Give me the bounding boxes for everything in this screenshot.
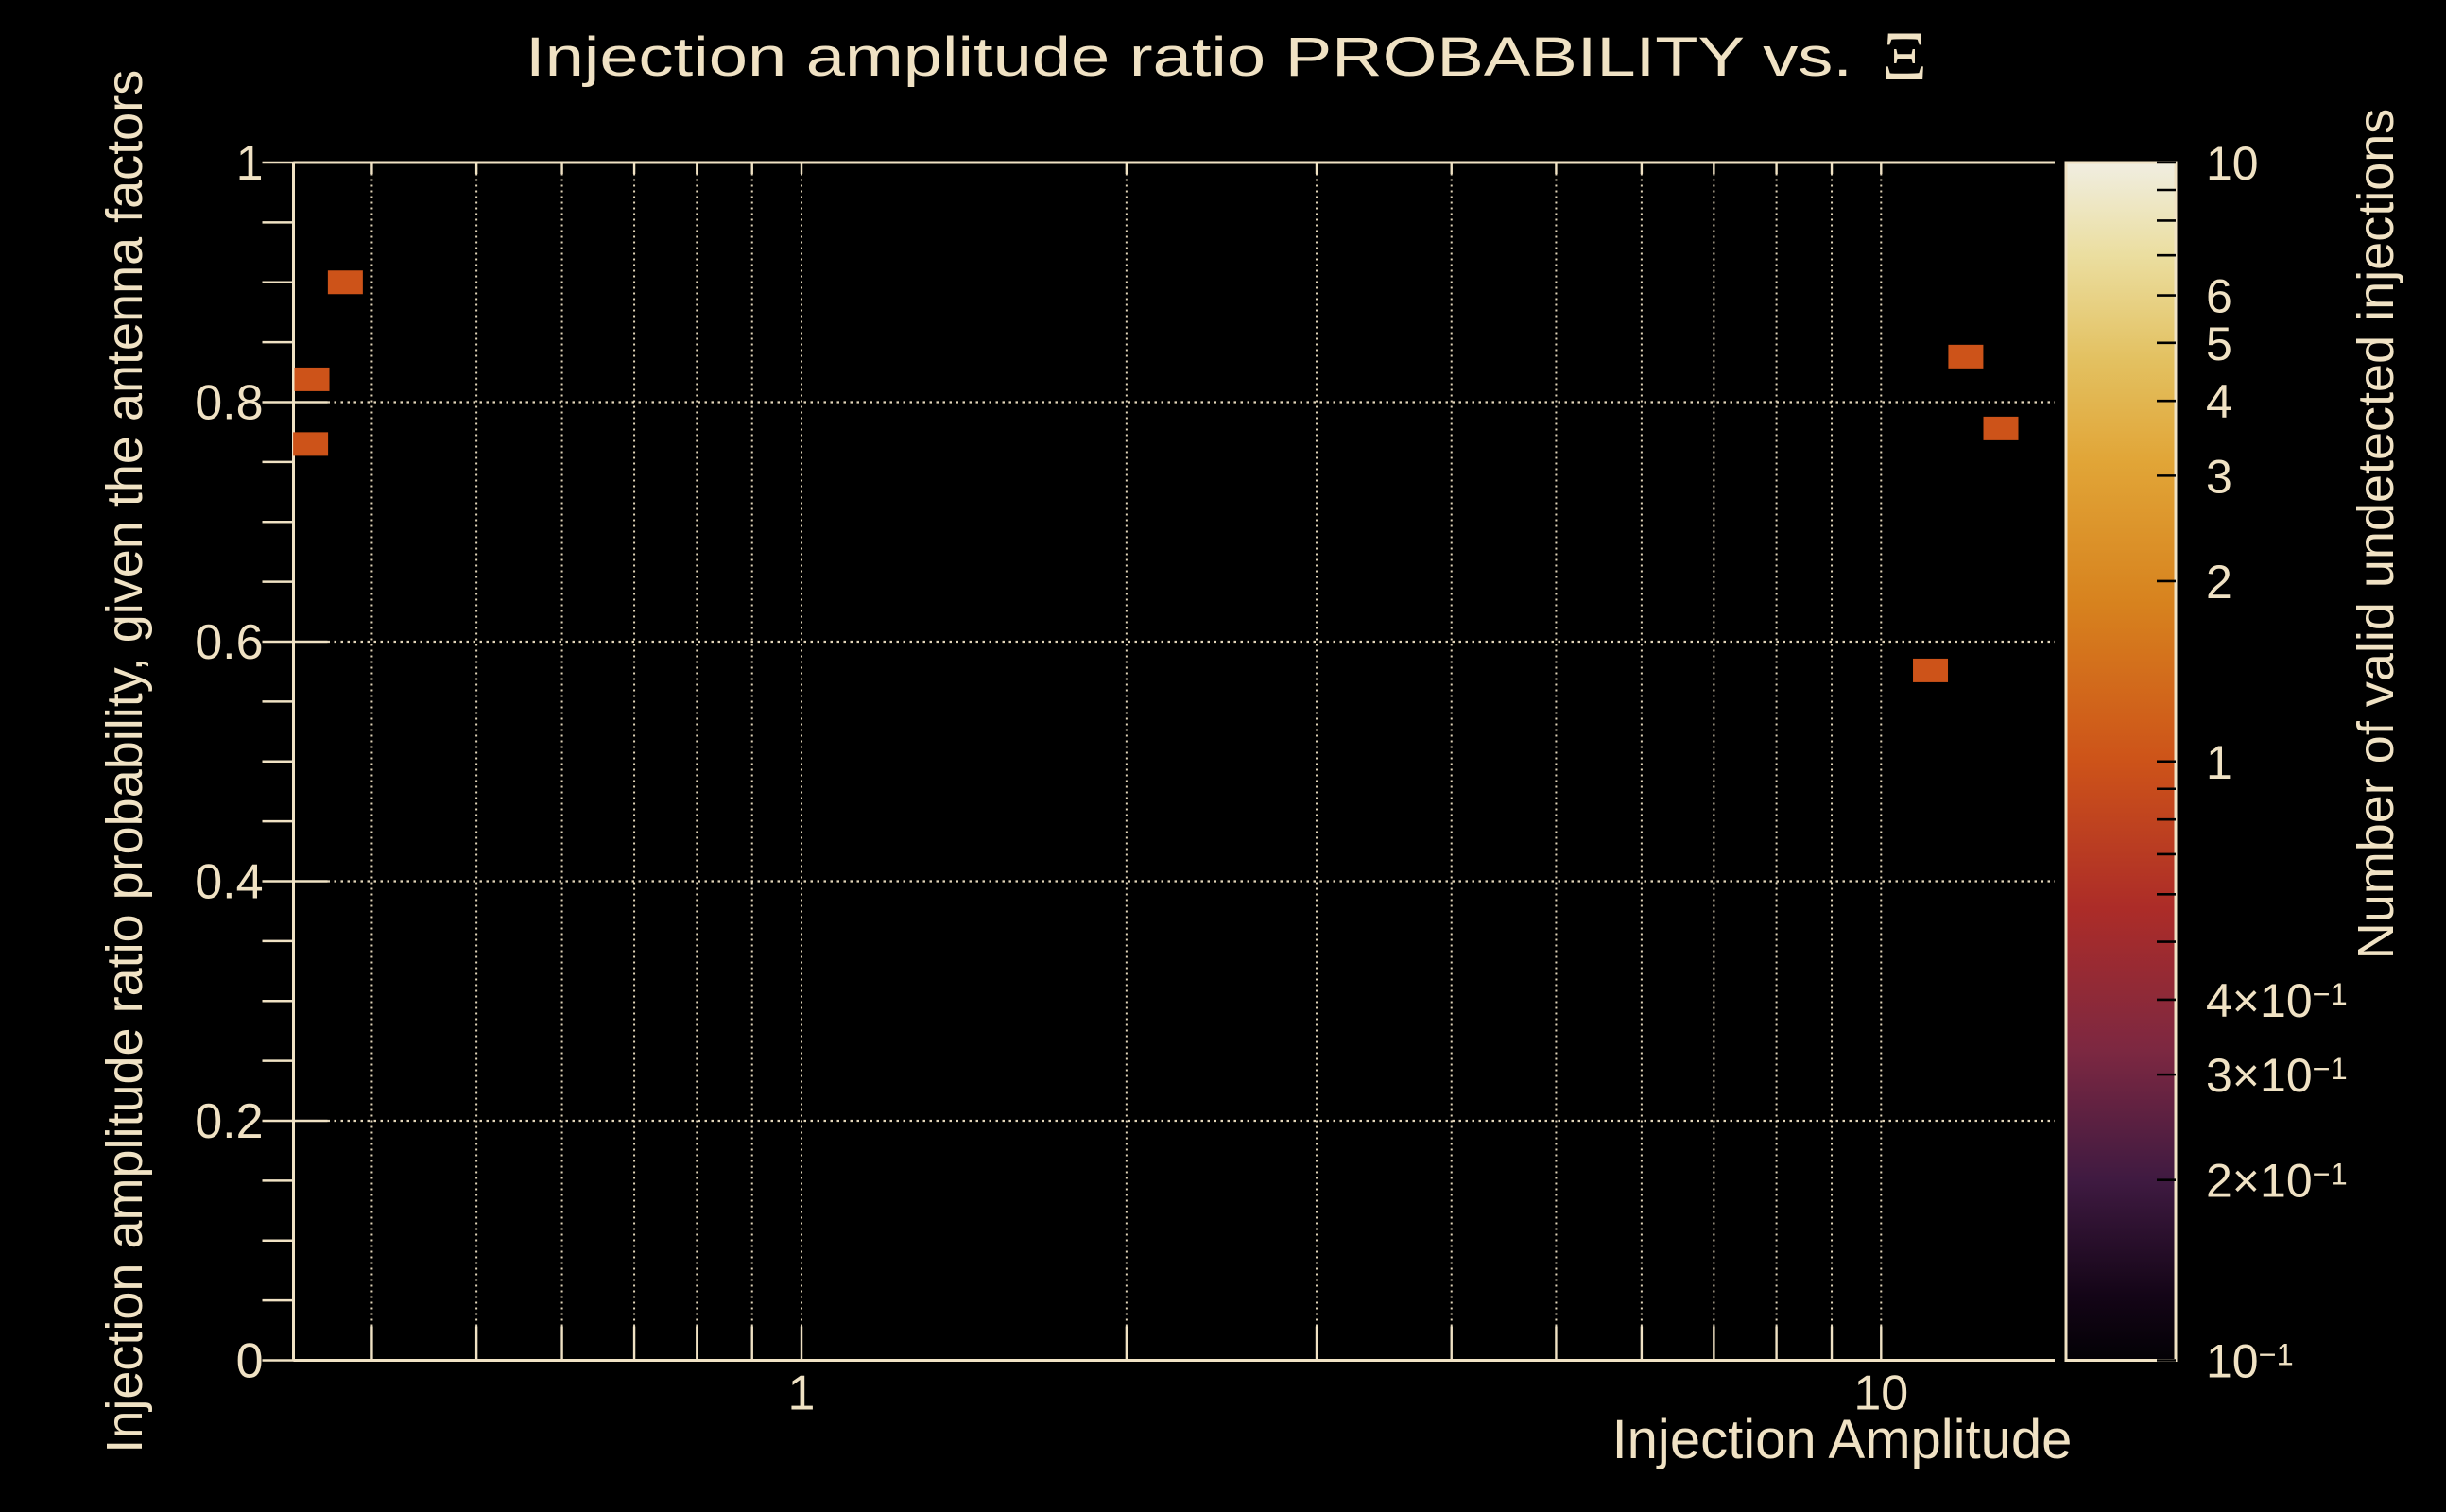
svg-text:10: 10 bbox=[2206, 137, 2259, 190]
svg-text:5: 5 bbox=[2206, 318, 2232, 370]
svg-text:Ξ: Ξ bbox=[1882, 18, 1927, 95]
svg-text:0.4: 0.4 bbox=[195, 855, 263, 910]
svg-text:3×10−1: 3×10−1 bbox=[2206, 1049, 2348, 1102]
svg-text:3: 3 bbox=[2206, 450, 2232, 503]
svg-text:0.6: 0.6 bbox=[195, 615, 263, 670]
svg-text:0.8: 0.8 bbox=[195, 376, 263, 431]
svg-text:Injection amplitude ratio prob: Injection amplitude ratio probability, g… bbox=[96, 70, 153, 1453]
svg-text:2×10−1: 2×10−1 bbox=[2206, 1155, 2348, 1208]
svg-text:Number of valid undetected inj: Number of valid undetected injections bbox=[2348, 109, 2404, 960]
svg-text:4×10−1: 4×10−1 bbox=[2206, 974, 2348, 1027]
svg-text:0.2: 0.2 bbox=[195, 1094, 263, 1149]
svg-text:1: 1 bbox=[788, 1366, 816, 1421]
svg-text:Injection amplitude ratio PROB: Injection amplitude ratio PROBABILITY vs… bbox=[525, 26, 1852, 88]
svg-text:10−1: 10−1 bbox=[2206, 1335, 2294, 1388]
svg-text:0: 0 bbox=[236, 1334, 264, 1389]
svg-text:Injection Amplitude: Injection Amplitude bbox=[1612, 1409, 2073, 1470]
svg-text:2: 2 bbox=[2206, 556, 2232, 609]
svg-text:4: 4 bbox=[2206, 375, 2232, 428]
svg-text:6: 6 bbox=[2206, 270, 2232, 323]
svg-text:1: 1 bbox=[236, 136, 264, 191]
svg-text:1: 1 bbox=[2206, 736, 2232, 789]
